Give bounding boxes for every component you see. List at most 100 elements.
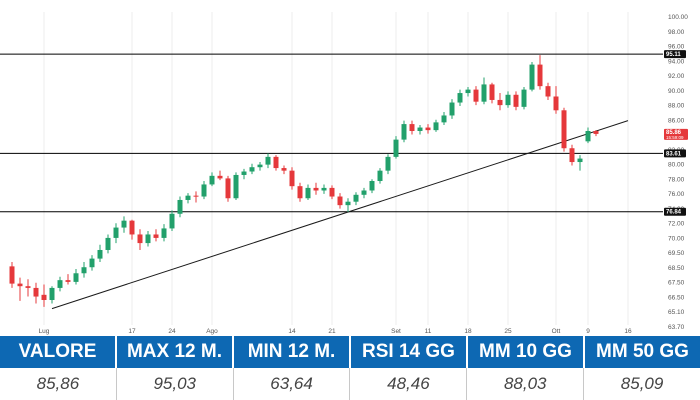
- x-tick-label-0: Lug: [39, 328, 50, 335]
- y-tick-label-4: 92.00: [668, 73, 685, 80]
- stat-value-mm-10gg: 88,03: [467, 368, 585, 400]
- level-tag-label-2: 76.84: [666, 210, 682, 216]
- candle-body-72: [585, 130, 591, 142]
- candle-body-29: [241, 171, 247, 175]
- candle-body-68: [553, 96, 559, 111]
- candle-body-15: [129, 220, 135, 235]
- x-tick-label-9: 25: [504, 328, 512, 335]
- candle-body-43: [353, 194, 359, 202]
- stat-header-valore: VALORE: [0, 336, 117, 368]
- candle-body-40: [329, 187, 335, 197]
- candle-body-27: [225, 178, 231, 199]
- candle-body-6: [57, 280, 63, 288]
- candle-body-60: [489, 84, 495, 100]
- candle-body-34: [281, 168, 287, 171]
- candle-body-31: [257, 164, 263, 168]
- stat-header-mm-10gg: MM 10 GG: [468, 336, 585, 368]
- candle-body-58: [473, 89, 479, 102]
- candle-body-62: [505, 94, 511, 106]
- x-tick-label-4: 14: [288, 328, 296, 335]
- candle-body-53: [433, 122, 439, 131]
- candle-body-22: [185, 195, 191, 200]
- x-tick-label-8: 18: [464, 328, 472, 335]
- x-tick-label-5: 21: [328, 328, 336, 335]
- candle-body-12: [105, 237, 111, 250]
- stats-header-row: VALORE MAX 12 M. MIN 12 M. RSI 14 GG MM …: [0, 336, 700, 368]
- candle-body-9: [81, 267, 87, 274]
- candle-body-16: [137, 234, 143, 244]
- stats-value-row: 85,86 95,03 63,64 48,46 88,03 85,09: [0, 368, 700, 400]
- candle-body-66: [537, 64, 543, 87]
- x-tick-label-11: 9: [586, 328, 590, 335]
- y-tick-label-0: 100.00: [668, 14, 688, 21]
- y-tick-label-7: 86.00: [668, 117, 685, 124]
- candle-body-57: [465, 89, 471, 94]
- candle-body-13: [113, 227, 119, 238]
- candle-body-41: [337, 196, 343, 206]
- candle-body-52: [425, 127, 431, 131]
- stats-bar: VALORE MAX 12 M. MIN 12 M. RSI 14 GG MM …: [0, 336, 700, 400]
- candle-body-35: [289, 170, 295, 187]
- candle-body-65: [529, 64, 535, 90]
- candle-body-18: [153, 234, 159, 238]
- candle-body-37: [305, 187, 311, 199]
- y-tick-label-10: 80.00: [668, 162, 685, 169]
- candle-body-1: [17, 283, 23, 287]
- last-price-tag-bg: [664, 128, 688, 140]
- candle-body-10: [89, 258, 95, 268]
- price-chart: 100.00 98.00 96.00 94.00 92.00 90.00 88.00 86.0…: [0, 12, 688, 335]
- candle-body-73: [593, 130, 599, 134]
- level-tag-bg-0: [664, 50, 686, 59]
- candle-body-50: [409, 124, 415, 131]
- candle-body-0: [9, 266, 15, 284]
- x-tick-label-6: Set: [391, 328, 401, 335]
- y-tick-label-6: 88.00: [668, 103, 685, 110]
- x-tick-label-2: 24: [168, 328, 176, 335]
- candle-body-55: [449, 102, 455, 116]
- level-tag-bg-1: [664, 149, 686, 158]
- stat-value-valore: 85,86: [0, 368, 117, 400]
- candle-body-45: [369, 181, 375, 191]
- candle-body-5: [49, 287, 55, 300]
- stat-value-rsi-14gg: 48,46: [350, 368, 468, 400]
- level-tag-label-0: 95.11: [666, 52, 681, 58]
- candle-body-19: [161, 228, 167, 238]
- stat-value-mm-50gg: 85,09: [584, 368, 700, 400]
- candle-body-23: [193, 195, 199, 197]
- candle-body-3: [33, 287, 39, 297]
- candle-body-32: [265, 156, 271, 165]
- candle-body-44: [361, 190, 367, 195]
- candle-body-69: [561, 110, 567, 149]
- candle-body-54: [441, 115, 447, 123]
- y-tick-label-1: 98.00: [668, 29, 685, 36]
- x-tick-label-7: 11: [425, 328, 432, 335]
- level-tag-label-1: 83.61: [666, 151, 682, 157]
- candle-body-51: [417, 127, 423, 131]
- y-tick-label-2: 96.00: [668, 44, 685, 51]
- candle-body-36: [297, 186, 303, 199]
- y-tick-label-15: 70.00: [668, 235, 685, 242]
- candle-body-14: [121, 220, 127, 228]
- candle-body-38: [313, 187, 319, 191]
- y-tick-label-17: 68.50: [668, 265, 685, 272]
- candle-body-25: [209, 175, 215, 185]
- candlestick-chart-svg: 100.00 98.00 96.00 94.00 92.00 90.00 88.00 86.0…: [0, 12, 688, 335]
- x-tick-label-1: 17: [128, 328, 136, 335]
- candle-body-67: [545, 86, 551, 97]
- candle-body-39: [321, 187, 327, 191]
- stat-header-max-12m: MAX 12 M.: [117, 336, 234, 368]
- stat-value-min-12m: 63,64: [233, 368, 351, 400]
- y-tick-label-11: 78.00: [668, 176, 685, 183]
- x-tick-label-12: 16: [624, 328, 632, 335]
- x-tick-label-10: Ott: [552, 328, 561, 335]
- y-tick-label-12: 76.00: [668, 191, 685, 198]
- y-tick-label-14: 72.00: [668, 221, 685, 228]
- trendline: [51, 120, 629, 310]
- candle-body-30: [249, 167, 255, 172]
- candle-body-11: [97, 249, 103, 259]
- stat-header-mm-50gg: MM 50 GG: [585, 336, 700, 368]
- candle-body-24: [201, 184, 207, 197]
- stat-header-rsi-14gg: RSI 14 GG: [351, 336, 468, 368]
- candle-body-20: [169, 213, 175, 229]
- stat-header-min-12m: MIN 12 M.: [234, 336, 351, 368]
